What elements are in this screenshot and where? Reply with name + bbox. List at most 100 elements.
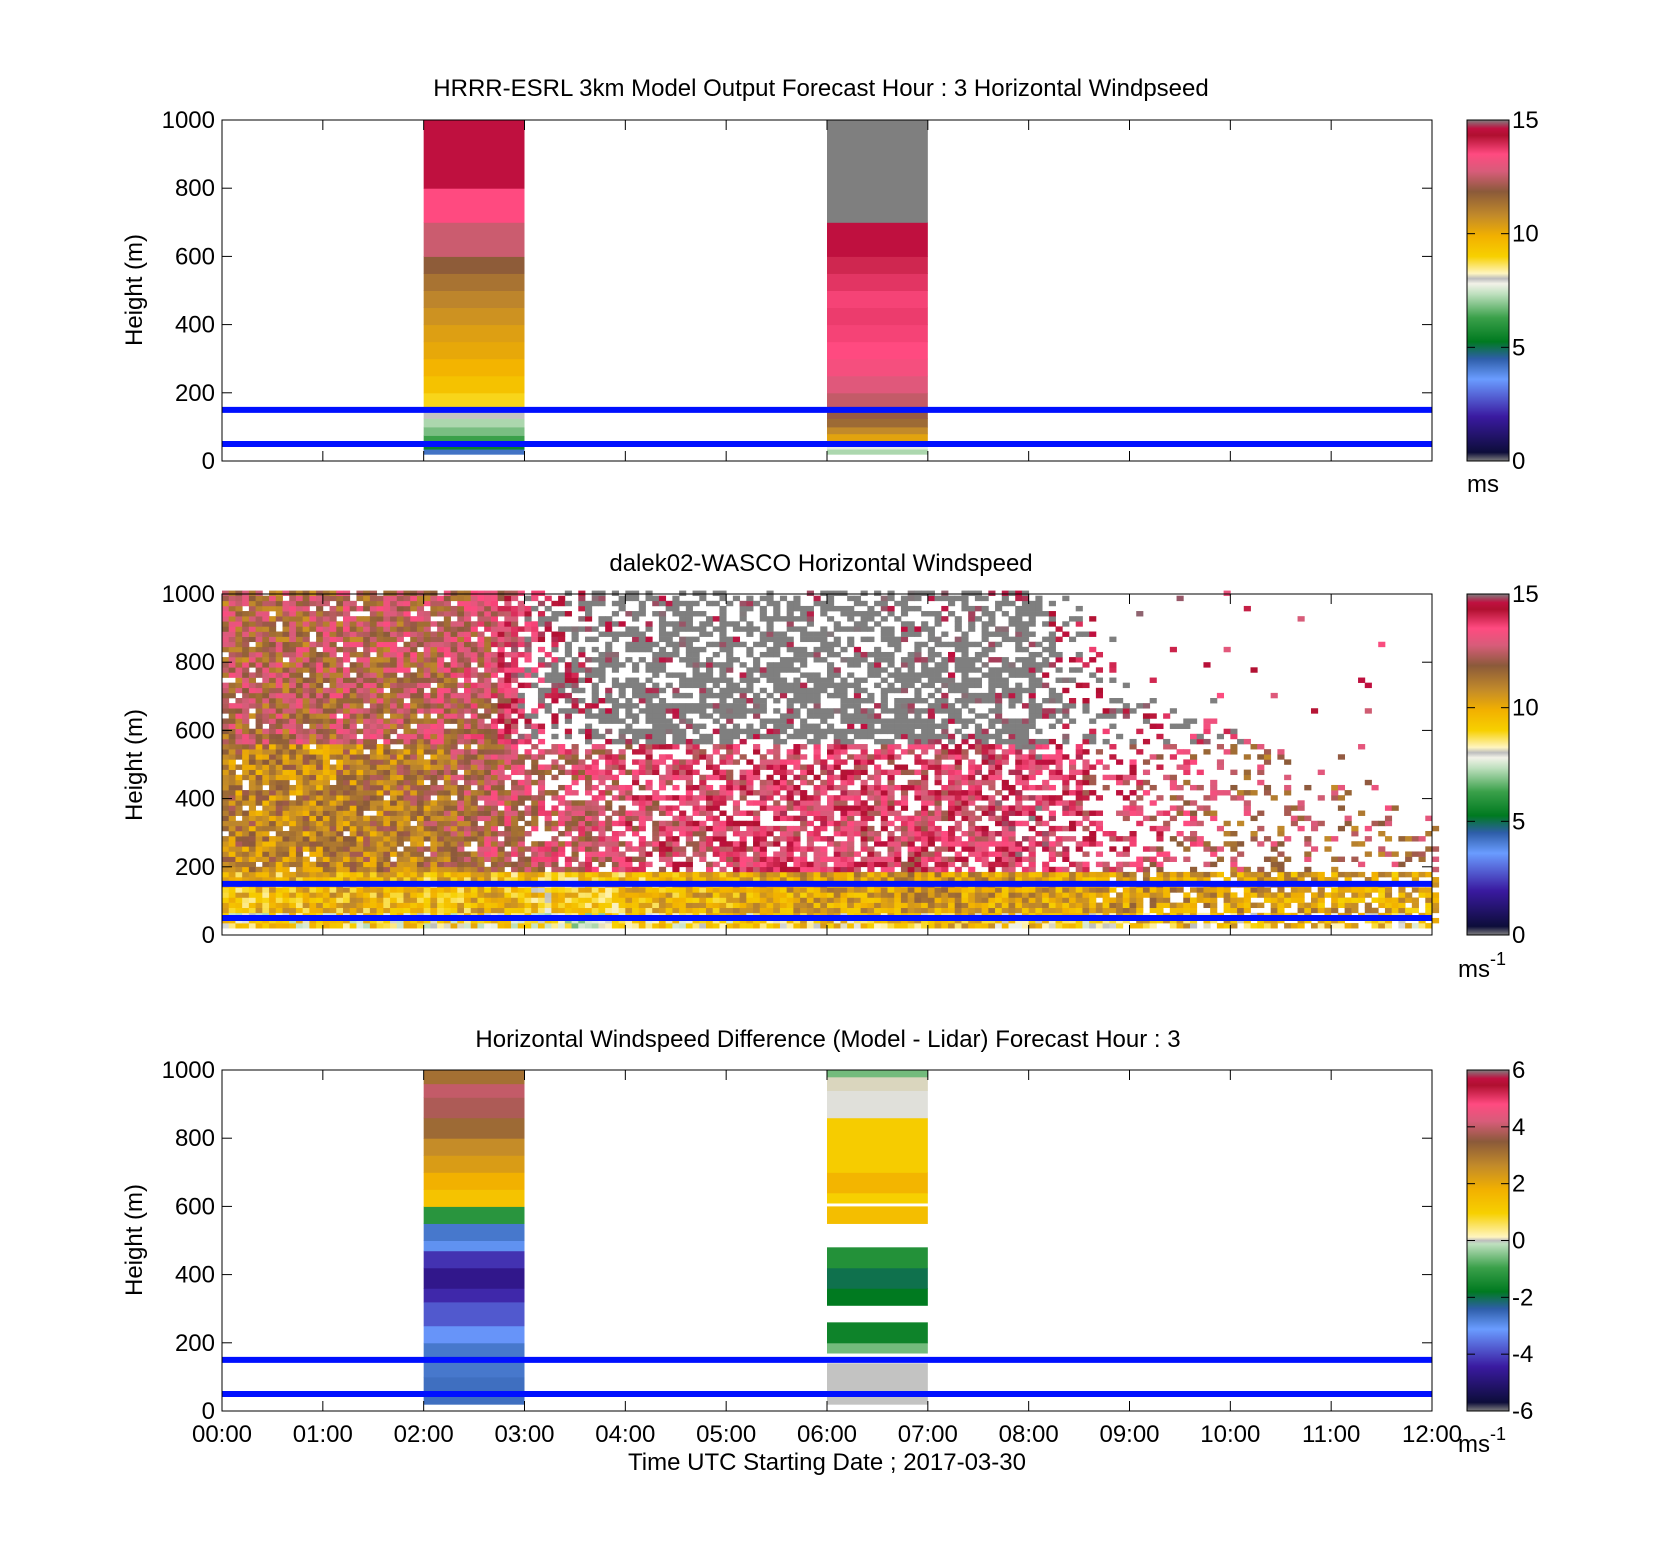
heatmap-cell [739, 611, 747, 617]
heatmap-cell [255, 800, 263, 806]
heatmap-cell [598, 902, 606, 909]
heatmap-cell [672, 851, 680, 857]
heatmap-cell [242, 841, 250, 847]
heatmap-cell [262, 754, 270, 760]
heatmap-cell [598, 820, 606, 827]
heatmap-cell [645, 749, 653, 755]
heatmap-cell [437, 800, 445, 806]
heatmap-cell [813, 923, 821, 929]
heatmap-cell [517, 667, 525, 673]
heatmap-cell [309, 902, 317, 909]
heatmap-cell [443, 616, 451, 622]
heatmap-cell [605, 738, 613, 745]
heatmap-cell [403, 692, 411, 699]
heatmap-cell [598, 923, 606, 929]
heatmap-cell [289, 861, 297, 868]
heatmap-cell [295, 871, 304, 878]
heatmap-cell [551, 877, 559, 883]
heatmap-cell [416, 841, 425, 847]
heatmap-cell [295, 795, 304, 801]
heatmap-cell [753, 600, 761, 607]
heatmap-cell [652, 692, 660, 699]
heatmap-cell [262, 749, 270, 755]
heatmap-cell [598, 600, 606, 607]
heatmap-cell [363, 815, 371, 822]
heatmap-cell [605, 790, 613, 796]
heatmap-cell [437, 611, 445, 617]
heatmap-cell [793, 616, 801, 622]
heatmap-cell [793, 764, 801, 770]
heatmap-cell [537, 621, 546, 627]
heatmap-cell [255, 795, 263, 801]
heatmap-cell [396, 677, 404, 683]
heatmap-cell [464, 595, 472, 602]
heatmap-cell [396, 651, 404, 658]
heatmap-cell [316, 621, 324, 627]
heatmap-cell [544, 902, 552, 909]
heatmap-cell [464, 657, 472, 663]
heatmap-cell [289, 769, 297, 776]
heatmap-cell [295, 657, 304, 663]
heatmap-cell [638, 687, 646, 694]
heatmap-cell [322, 636, 330, 643]
heatmap-cell [665, 830, 673, 837]
heatmap-cell [531, 779, 539, 786]
heatmap-cell [611, 830, 620, 837]
heatmap-cell [591, 698, 599, 704]
heatmap-cell [222, 836, 230, 842]
heatmap-cell [450, 641, 458, 648]
heatmap-cell [564, 611, 572, 617]
heatmap-cell [316, 774, 324, 781]
heatmap-cell [685, 836, 693, 842]
heatmap-cell [369, 600, 378, 607]
heatmap-cell [316, 923, 324, 929]
heatmap-cell [544, 692, 552, 699]
heatmap-cell [625, 815, 633, 822]
heatmap-cell [611, 820, 620, 827]
heatmap-cell [706, 790, 714, 796]
heatmap-cell [390, 902, 398, 909]
heatmap-cell [779, 657, 788, 663]
heatmap-cell [652, 836, 660, 842]
heatmap-cell [349, 723, 357, 729]
heatmap-cell [524, 887, 532, 893]
heatmap-cell [598, 856, 606, 862]
heatmap-cell [228, 590, 236, 597]
heatmap-cell [316, 595, 324, 602]
heatmap-cell [658, 738, 667, 745]
heatmap-cell [719, 616, 727, 622]
heatmap-cell [719, 723, 727, 729]
heatmap-cell [343, 626, 351, 632]
heatmap-cell [443, 805, 451, 811]
heatmap-cell [766, 621, 774, 627]
heatmap-cell [383, 651, 391, 658]
heatmap-cell [632, 631, 640, 637]
heatmap-cell [450, 866, 458, 873]
heatmap-cell [289, 605, 297, 612]
heatmap-cell [302, 677, 310, 683]
heatmap-cell [235, 600, 243, 607]
heatmap-cell [363, 871, 371, 878]
heatmap-cell [712, 692, 720, 699]
heatmap-cell [490, 841, 499, 847]
heatmap-cell [625, 713, 633, 719]
heatmap-cell [685, 923, 693, 929]
heatmap-cell [248, 759, 257, 765]
heatmap-cell [416, 871, 425, 878]
heatmap-cell [443, 621, 451, 627]
heatmap-cell [248, 907, 257, 914]
heatmap-cell [585, 728, 593, 735]
heatmap-cell [625, 590, 633, 597]
heatmap-cell [255, 820, 263, 827]
heatmap-cell [820, 856, 828, 862]
heatmap-cell [585, 866, 593, 873]
heatmap-cell [322, 616, 330, 622]
heatmap-cell [813, 897, 821, 903]
heatmap-cell [732, 698, 741, 704]
heatmap-cell [537, 877, 546, 883]
heatmap-cell [443, 810, 451, 816]
heatmap-cell [591, 820, 599, 827]
heatmap-cell [282, 718, 290, 724]
heatmap-cell [322, 923, 330, 929]
heatmap-cell [638, 805, 646, 811]
